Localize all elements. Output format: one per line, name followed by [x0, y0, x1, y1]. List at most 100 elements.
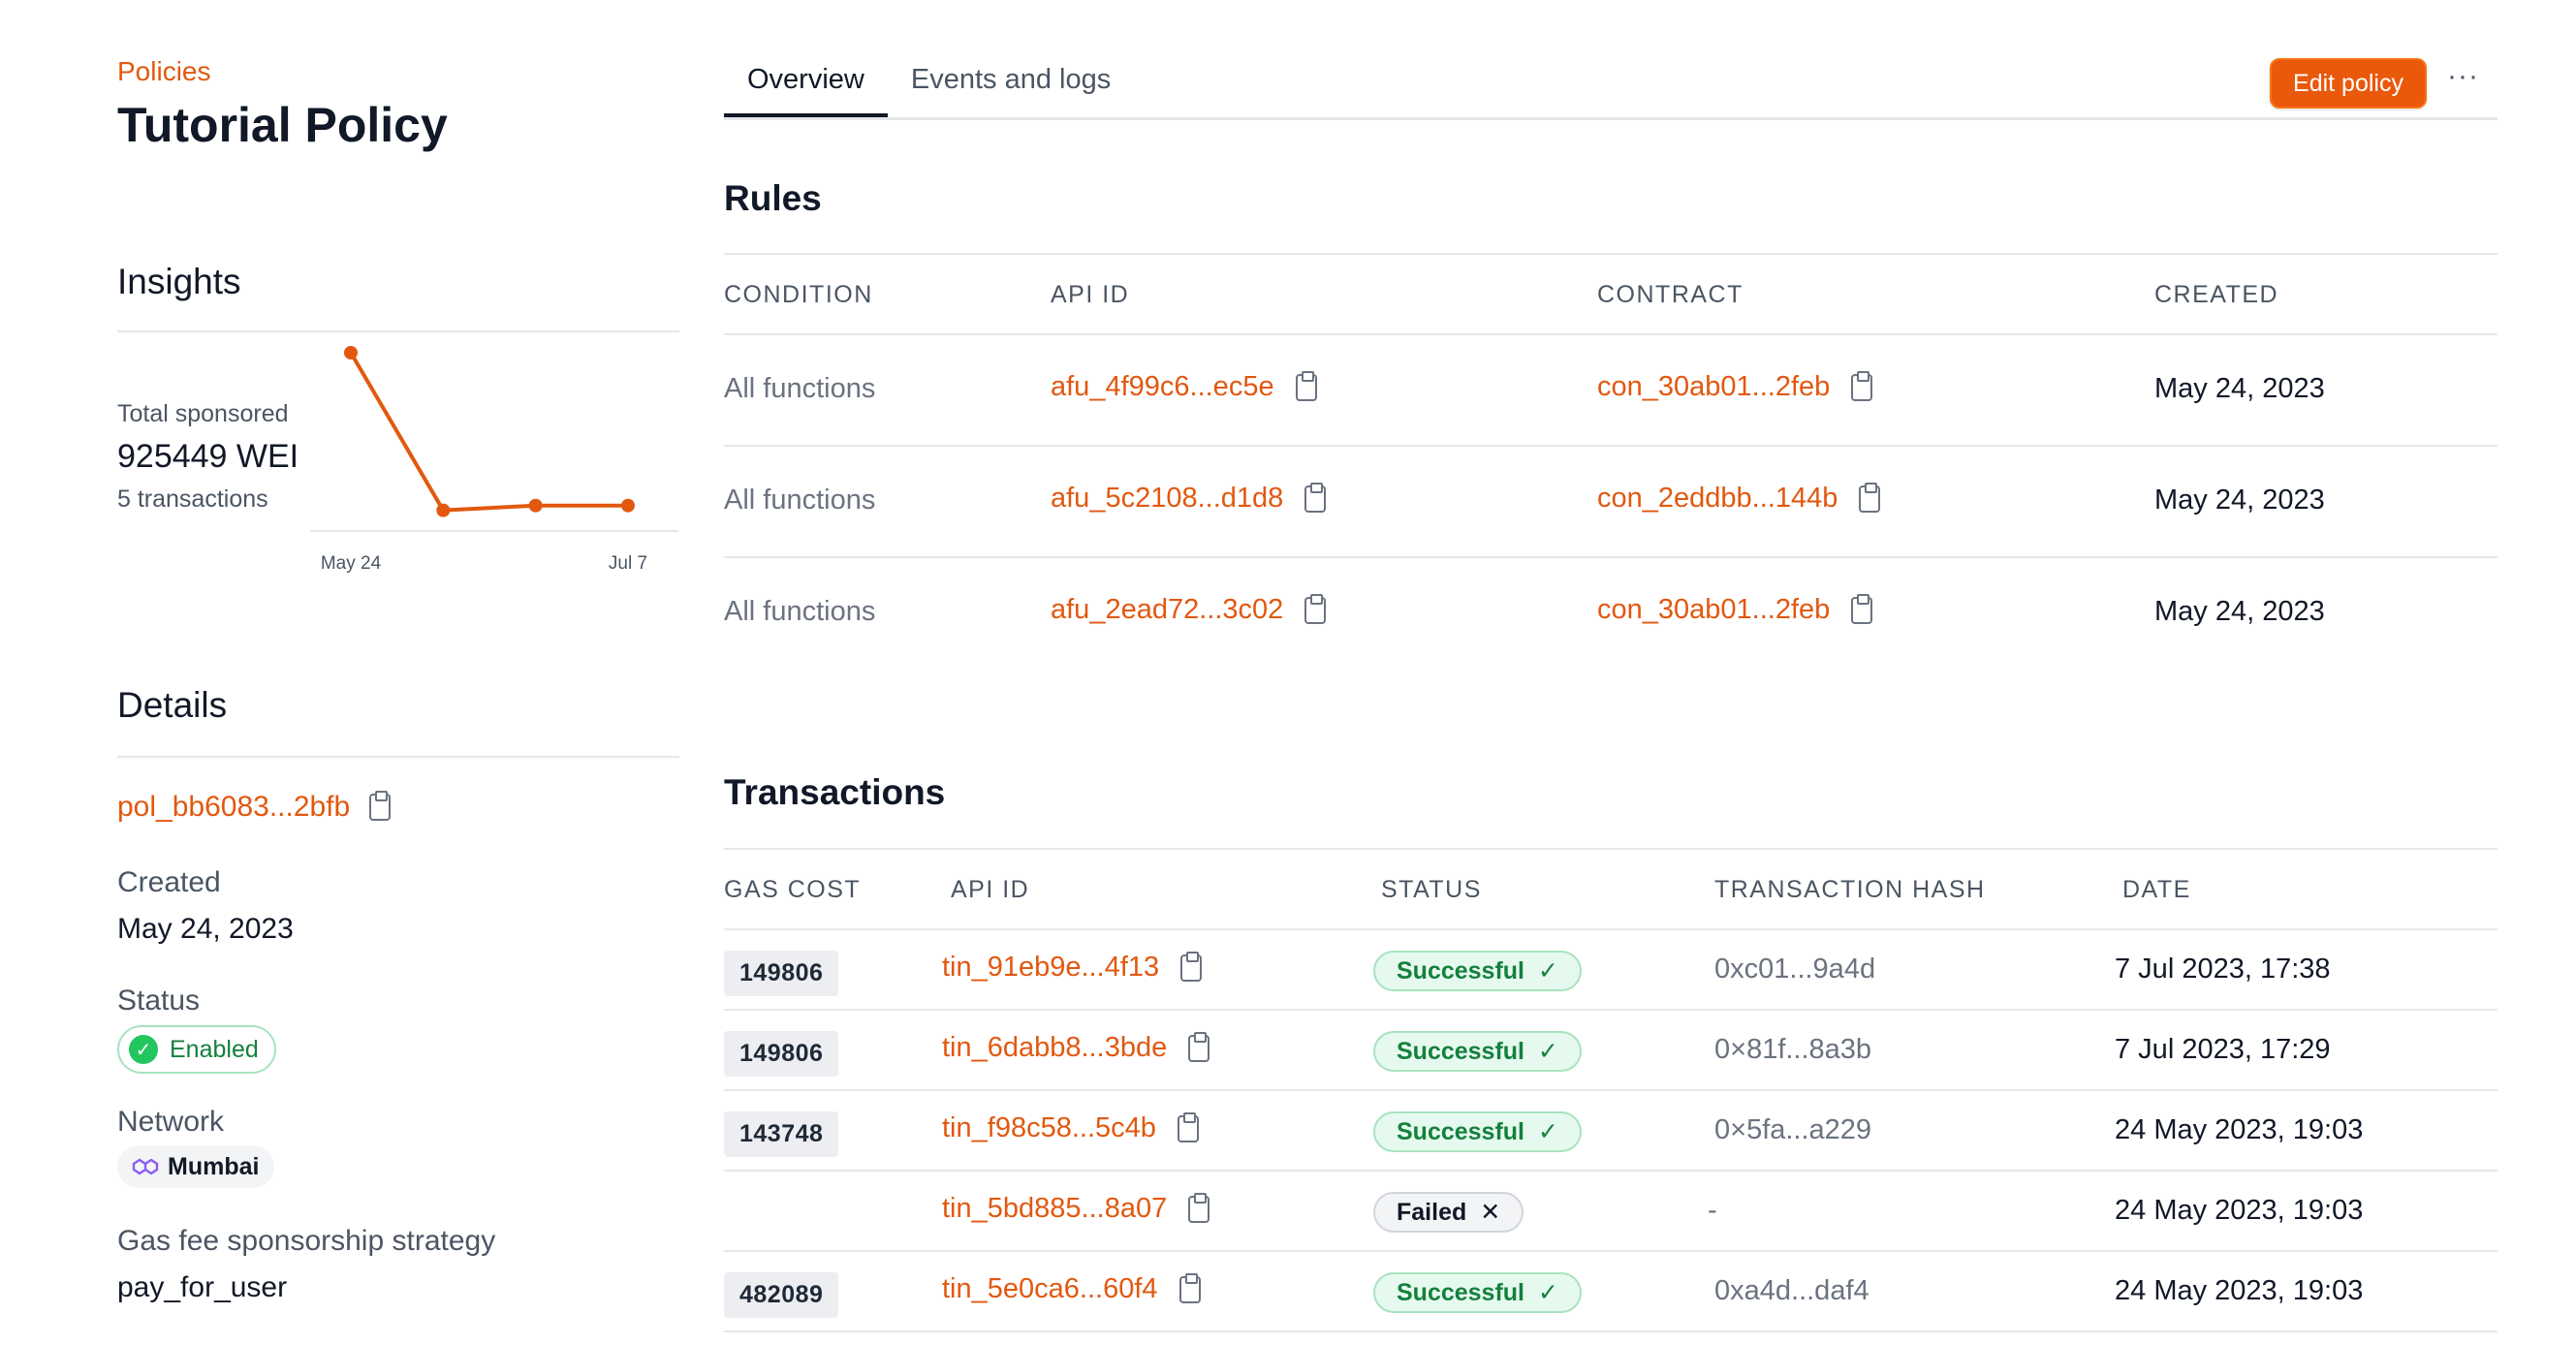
tx-header-gas-cost: GAS COST: [724, 876, 862, 903]
tx-api-id-link[interactable]: tin_5bd885...8a07: [942, 1193, 1168, 1224]
tx-api-id-link[interactable]: tin_f98c58...5c4b: [942, 1112, 1156, 1143]
tab-events-and-logs[interactable]: Events and logs: [910, 64, 1112, 95]
tx-api-id-cell: tin_91eb9e...4f13: [942, 951, 1203, 984]
tx-gas-cost: 149806: [724, 1031, 839, 1077]
tx-status-badge: Successful ✓: [1373, 951, 1582, 991]
tabs-divider: [724, 117, 2497, 120]
rule-api-id-cell: afu_4f99c6...ec5e: [1051, 370, 1317, 403]
check-icon: ✓: [1538, 957, 1558, 985]
tx-api-id-link[interactable]: tin_5e0ca6...60f4: [942, 1273, 1158, 1304]
clipboard-icon[interactable]: [1851, 593, 1873, 624]
clipboard-icon[interactable]: [1851, 370, 1873, 401]
rules-header-bottom-border: [724, 333, 2497, 335]
tx-header-transaction-hash: TRANSACTION HASH: [1714, 876, 1986, 903]
rules-header-created: CREATED: [2154, 281, 2279, 308]
rule-created: May 24, 2023: [2154, 596, 2325, 627]
tx-api-id-link[interactable]: tin_6dabb8...3bde: [942, 1032, 1168, 1063]
rule-api-id-cell: afu_5c2108...d1d8: [1051, 482, 1327, 515]
rule-contract-cell: con_2eddbb...144b: [1597, 482, 1881, 515]
tx-date: 7 Jul 2023, 17:38: [2115, 954, 2331, 985]
chart-point: [621, 498, 635, 513]
rule-api-id-link[interactable]: afu_2ead72...3c02: [1051, 594, 1284, 625]
clipboard-icon[interactable]: [1188, 1192, 1210, 1223]
total-sponsored-value: 925449 WEI: [117, 438, 299, 475]
tx-status-label: Failed: [1397, 1198, 1467, 1226]
details-title: Details: [117, 685, 228, 725]
gas-strategy-label: Gas fee sponsorship strategy: [117, 1225, 496, 1257]
gas-strategy-value: pay_for_user: [117, 1271, 288, 1303]
rule-contract-link[interactable]: con_30ab01...2feb: [1597, 371, 1831, 402]
tx-status-label: Successful: [1397, 1278, 1525, 1306]
network-badge: Mumbai: [117, 1145, 275, 1188]
chart-point: [436, 503, 451, 517]
tx-api-id-cell: tin_5e0ca6...60f4: [942, 1272, 1201, 1305]
clipboard-icon[interactable]: [1304, 482, 1327, 513]
tx-status-label: Successful: [1397, 1117, 1525, 1145]
clipboard-icon[interactable]: [1180, 951, 1203, 982]
rule-created: May 24, 2023: [2154, 373, 2325, 404]
tx-header-bottom-border: [724, 928, 2497, 930]
status-label: Status: [117, 985, 201, 1017]
clipboard-icon[interactable]: [1859, 482, 1881, 513]
tx-status-badge: Successful ✓: [1373, 1031, 1582, 1072]
tab-overview[interactable]: Overview: [724, 56, 888, 117]
details-divider: [117, 756, 679, 758]
clipboard-icon[interactable]: [369, 791, 392, 821]
clipboard-icon[interactable]: [1295, 370, 1317, 401]
tx-hash: 0xa4d...daf4: [1714, 1275, 1869, 1306]
tx-date: 7 Jul 2023, 17:29: [2115, 1034, 2331, 1065]
tx-header-status: STATUS: [1381, 876, 1482, 903]
rule-condition: All functions: [724, 596, 876, 627]
rule-condition: All functions: [724, 485, 876, 516]
policy-id[interactable]: pol_bb6083...2bfb: [117, 791, 351, 823]
rule-api-id-link[interactable]: afu_5c2108...d1d8: [1051, 483, 1284, 514]
rule-contract-cell: con_30ab01...2feb: [1597, 593, 1873, 626]
tx-gas-cost: 149806: [724, 951, 839, 996]
rules-header-api-id: API ID: [1051, 281, 1130, 308]
tx-date: 24 May 2023, 19:03: [2115, 1275, 2364, 1306]
tx-header-api-id: API ID: [951, 876, 1030, 903]
chart-series-line: [349, 351, 628, 513]
more-options-button[interactable]: ···: [2447, 60, 2479, 92]
insights-title: Insights: [117, 262, 241, 301]
check-circle-icon: ✓: [129, 1035, 158, 1064]
rule-created: May 24, 2023: [2154, 485, 2325, 516]
tx-api-id-cell: tin_5bd885...8a07: [942, 1192, 1210, 1225]
tx-header-date: DATE: [2122, 876, 2191, 903]
created-label: Created: [117, 866, 221, 898]
row-divider: [724, 1170, 2497, 1172]
total-sponsored-label: Total sponsored: [117, 400, 289, 427]
network-value: Mumbai: [168, 1152, 260, 1180]
tx-hash: 0×5fa...a229: [1714, 1114, 1872, 1145]
rules-title: Rules: [724, 178, 822, 218]
tx-api-id-link[interactable]: tin_91eb9e...4f13: [942, 952, 1160, 983]
chart-point: [344, 346, 358, 360]
rule-contract-cell: con_30ab01...2feb: [1597, 370, 1873, 403]
tx-status-label: Successful: [1397, 1037, 1525, 1065]
clipboard-icon[interactable]: [1178, 1272, 1201, 1303]
row-divider: [724, 1250, 2497, 1252]
rule-contract-link[interactable]: con_30ab01...2feb: [1597, 594, 1831, 625]
tx-status-badge: Failed ✕: [1373, 1192, 1524, 1233]
tx-header-top-border: [724, 848, 2497, 850]
rule-api-id-link[interactable]: afu_4f99c6...ec5e: [1051, 371, 1274, 402]
tx-date: 24 May 2023, 19:03: [2115, 1114, 2364, 1145]
clipboard-icon[interactable]: [1304, 593, 1327, 624]
rule-condition: All functions: [724, 373, 876, 404]
edit-policy-button[interactable]: Edit policy: [2270, 58, 2427, 109]
tx-status-label: Successful: [1397, 956, 1525, 985]
transactions-title: Transactions: [724, 772, 946, 812]
row-divider: [724, 556, 2497, 558]
rule-contract-link[interactable]: con_2eddbb...144b: [1597, 483, 1838, 514]
breadcrumb[interactable]: Policies: [117, 56, 211, 86]
tx-gas-cost: 143748: [724, 1111, 839, 1157]
rules-header-condition: CONDITION: [724, 281, 873, 308]
rules-header-top-border: [724, 253, 2497, 255]
row-divider: [724, 1009, 2497, 1011]
clipboard-icon[interactable]: [1177, 1111, 1199, 1142]
transaction-count: 5 transactions: [117, 485, 268, 513]
chart-point: [528, 498, 543, 513]
tx-hash: -: [1708, 1195, 1717, 1226]
clipboard-icon[interactable]: [1188, 1031, 1210, 1062]
policy-id-row: pol_bb6083...2bfb: [117, 791, 392, 824]
